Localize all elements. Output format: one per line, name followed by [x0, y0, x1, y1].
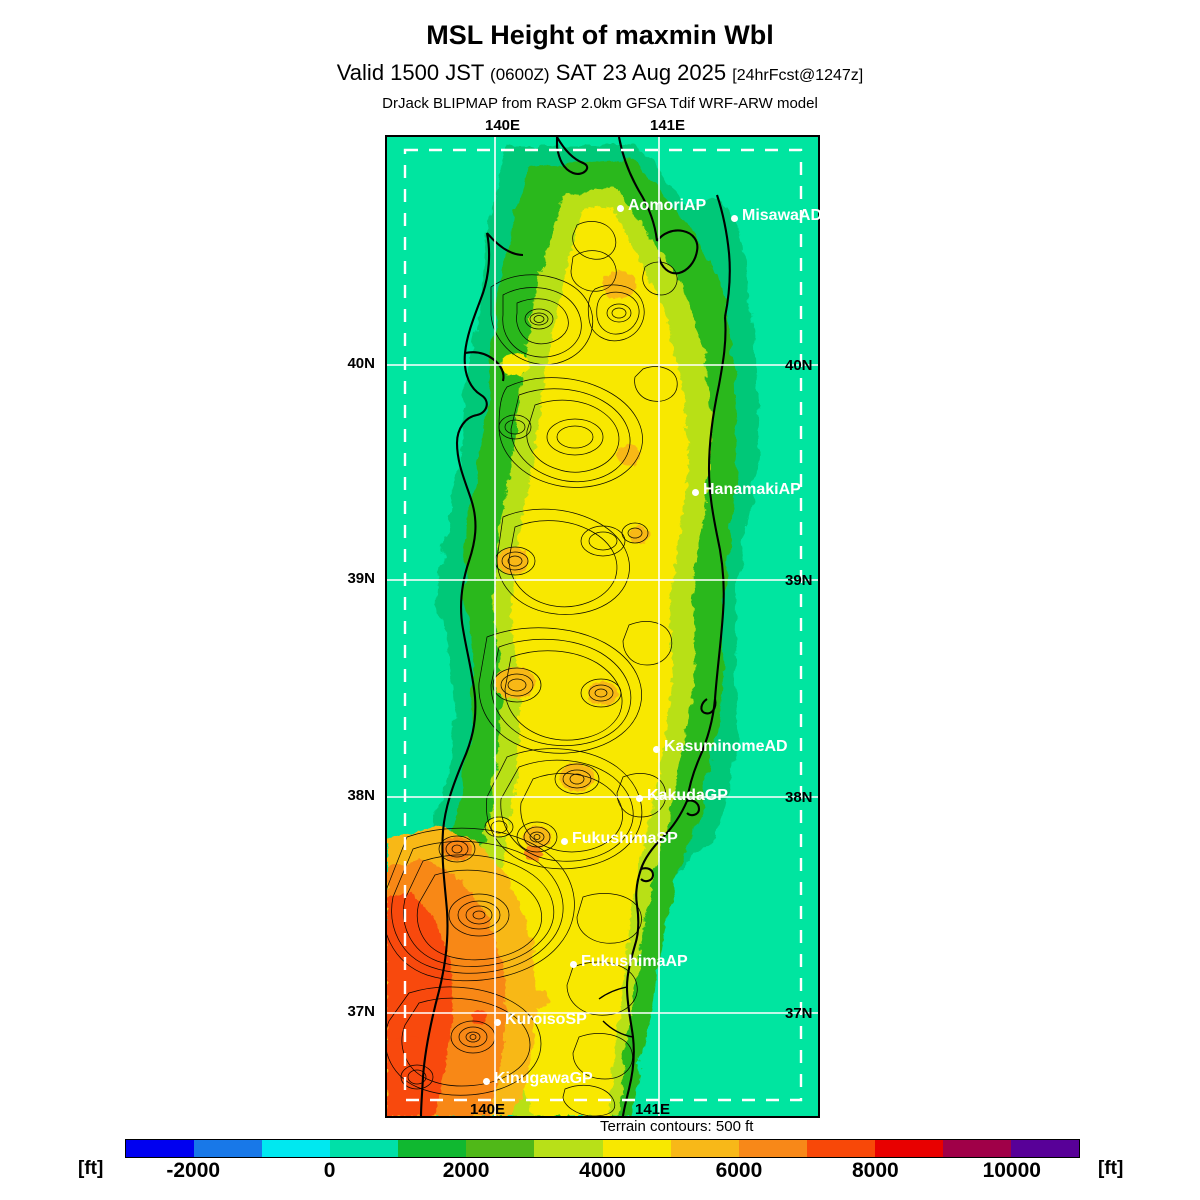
colorbar-tick--2000: -2000 [166, 1159, 221, 1182]
station-label: KinugawaGP [494, 1070, 593, 1087]
colorbar-tick-4000: 4000 [579, 1159, 626, 1182]
model-line: DrJack BLIPMAP from RASP 2.0km GFSA Tdif… [382, 95, 818, 112]
station-dot-icon [731, 215, 738, 222]
colorbar-swatch-13 [1011, 1140, 1080, 1157]
station-label: KuroisoSP [505, 1011, 587, 1028]
station-label: FukushimaSP [572, 830, 678, 847]
lat-label-right-40N: 40N [785, 357, 813, 374]
colorbar-tick-0: 0 [323, 1159, 336, 1182]
station-dot-icon [561, 838, 568, 845]
station-label: KakudaGP [647, 787, 728, 804]
station-dot-icon [483, 1078, 490, 1085]
station-label: AomoriAP [628, 197, 707, 214]
station-label: KasuminomeAD [664, 738, 788, 755]
station-dot-icon [617, 205, 624, 212]
lat-label-right-39N: 39N [785, 572, 813, 589]
station-dot-icon [653, 746, 660, 753]
colorbar-swatch-0 [126, 1140, 195, 1157]
graticule-lines [387, 137, 818, 1116]
colorbar-swatch-12 [942, 1140, 1012, 1157]
colorbar-swatch-4 [398, 1140, 467, 1157]
colorbar-tick-2000: 2000 [442, 1159, 490, 1182]
header: MSL Height of maxmin Wbl Valid 1500 JST … [0, 0, 1200, 112]
lat-label-left-37N: 37N [347, 1003, 375, 1020]
colorbar-swatch-2 [262, 1140, 331, 1157]
valid-zulu: (0600Z) [490, 65, 550, 84]
colorbar-tick-8000: 8000 [851, 1159, 899, 1182]
lon-label-top-141E: 141E [650, 117, 686, 134]
unit-label-right: [ft] [1098, 1158, 1124, 1179]
lat-label-left-39N: 39N [347, 570, 375, 587]
colorbar-tick-10000: 10000 [982, 1159, 1041, 1182]
page-title: MSL Height of maxmin Wbl [426, 20, 774, 50]
lat-label-left-40N: 40N [347, 355, 375, 372]
colorbar-swatch-9 [738, 1140, 807, 1157]
station-dot-icon [494, 1019, 501, 1026]
lon-label-bottom-140E: 140E [470, 1101, 506, 1118]
terrain-band-yellow [495, 207, 689, 1116]
valid-prefix: Valid 1500 JST [336, 60, 491, 85]
valid-time-line: Valid 1500 JST (0600Z) SAT 23 Aug 2025 [… [0, 62, 1200, 84]
station-dot-icon [692, 489, 699, 496]
valid-suffix: SAT 23 Aug 2025 [549, 60, 733, 85]
lon-label-bottom-141E: 141E [635, 1101, 671, 1118]
colorbar-swatch-5 [466, 1140, 535, 1157]
lat-label-left-38N: 38N [347, 787, 375, 804]
map-canvas [387, 137, 818, 1116]
lat-label-right-38N: 38N [785, 789, 813, 806]
colorbar-tick-labels: -2000 0 2000 4000 6000 8000 10000 [125, 1160, 1080, 1186]
colorbar-swatch-10 [806, 1140, 875, 1157]
terrain-contours [387, 221, 678, 1116]
map-panel[interactable]: 40N 39N 38N 37N 140E 141E [385, 135, 820, 1118]
colorbar-swatch-7 [602, 1140, 671, 1157]
station-dot-icon [636, 795, 643, 802]
colorbar-swatch-8 [670, 1140, 739, 1157]
station-label: HanamakiAP [703, 481, 801, 498]
domain-box [403, 148, 803, 1102]
forecast-tag: [24hrFcst@1247z] [732, 67, 864, 84]
station-dot-icon [570, 961, 577, 968]
colorbar[interactable] [125, 1139, 1080, 1158]
colorbar-swatch-3 [330, 1140, 399, 1157]
unit-label-left: [ft] [78, 1158, 104, 1179]
station-label: FukushimaAP [581, 953, 688, 970]
station-label: MisawaAD [742, 207, 823, 224]
lon-label-top-140E: 140E [485, 117, 521, 134]
colorbar-tick-6000: 6000 [715, 1159, 763, 1182]
colorbar-swatch-11 [874, 1140, 943, 1157]
lat-label-right-37N: 37N [785, 1005, 813, 1022]
terrain-contour-note: Terrain contours: 500 ft [600, 1118, 754, 1135]
colorbar-swatch-1 [194, 1140, 263, 1157]
colorbar-swatch-6 [534, 1140, 603, 1157]
coastline [419, 137, 731, 1116]
